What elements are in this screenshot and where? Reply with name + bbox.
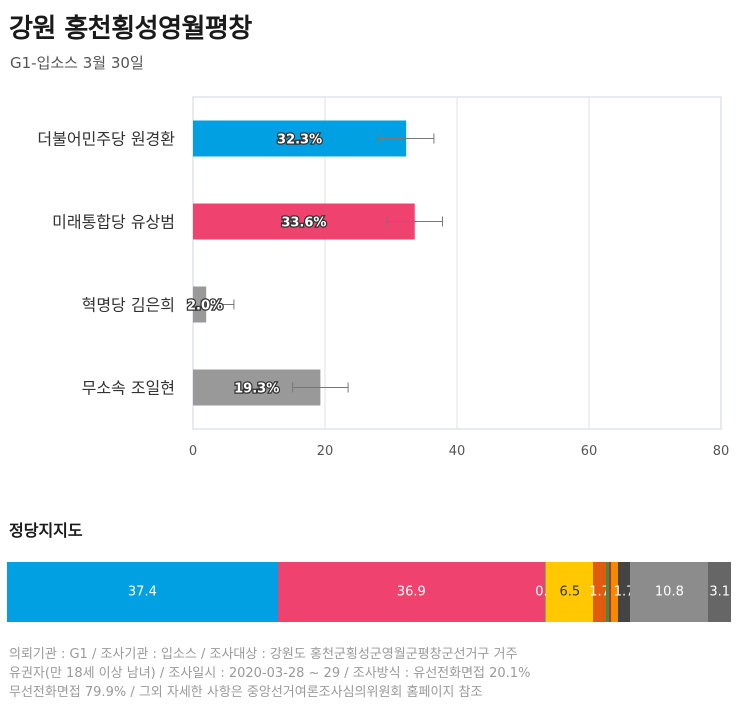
chart-title: 강원 홍천횡성영월평창 <box>9 14 252 44</box>
bar <box>193 286 207 323</box>
survey-footnote: 의뢰기관 : G1 / 조사기관 : 입소스 / 조사대상 : 강원도 홍천군횡… <box>9 645 530 702</box>
x-tick-label: 40 <box>449 444 466 459</box>
data-label: 2.0% <box>187 299 223 314</box>
stack-segment: 36.9 <box>277 562 545 622</box>
x-tick-label: 20 <box>317 444 334 459</box>
stack-segment: 1.7 <box>589 562 610 622</box>
candidate-bar-chart: 0 20 40 60 80 더불어민주당 원경환 32.3% 미래통합당 유상범 33.6% 혁명… <box>37 96 730 459</box>
x-tick-label: 60 <box>581 444 598 459</box>
footnote-line-1: 의뢰기관 : G1 / 조사기관 : 입소스 / 조사대상 : 강원도 홍천군횡… <box>9 647 518 662</box>
x-tick-label: 0 <box>189 444 197 459</box>
party-support-title: 정당지지도 <box>9 521 83 540</box>
footnote-line-2: 유권자(만 18세 이상 남녀) / 조사일시 : 2020-03-28 ~ 2… <box>9 666 531 681</box>
stack-segment <box>605 562 609 622</box>
footnote-line-3: 무선전화면접 79.9% / 그외 자세한 사항은 중앙선거여론조사심의위원회 … <box>9 685 483 700</box>
bar <box>193 203 415 240</box>
segment-label: 10.8 <box>654 584 684 600</box>
x-tick-label: 80 <box>713 444 730 459</box>
category-label: 무소속 조일현 <box>82 379 175 398</box>
stack-segment: 1.7 <box>614 562 634 622</box>
segment-label: 6.5 <box>559 584 581 600</box>
data-label: 32.3% <box>277 133 322 148</box>
stack-segment: 3.1 <box>708 562 731 622</box>
category-label: 혁명당 김은희 <box>82 296 175 315</box>
data-label: 19.3% <box>234 382 279 397</box>
stack-segment <box>611 562 618 622</box>
segment-label: 3.1 <box>709 584 731 600</box>
chart-subtitle: G1-입소스 3월 30일 <box>10 54 144 72</box>
segment-label: 1.7 <box>613 584 635 600</box>
segment-label: 36.9 <box>396 584 426 600</box>
bar <box>193 120 407 157</box>
stack-segment: 37.4 <box>7 562 278 622</box>
stack-segment: 6.5 <box>546 562 594 622</box>
segment-label: 37.4 <box>127 584 157 600</box>
party-support-stacked-bar: 37.436.90.26.51.71.710.83.1 <box>7 562 731 622</box>
category-label: 더불어민주당 원경환 <box>37 130 175 149</box>
category-label: 미래통합당 유상범 <box>52 213 175 232</box>
stack-segment <box>608 562 612 622</box>
stack-segment: 10.8 <box>630 562 709 622</box>
segment-label: 1.7 <box>589 584 610 600</box>
data-label: 33.6% <box>281 216 326 231</box>
